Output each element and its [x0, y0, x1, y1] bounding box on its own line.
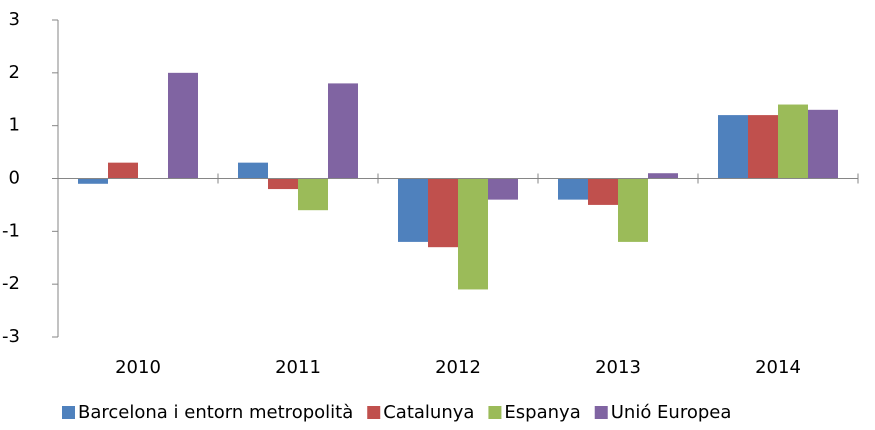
x-tick-label: 2013	[595, 357, 641, 378]
y-tick-label: 2	[9, 62, 20, 83]
x-tick-label: 2011	[275, 357, 321, 378]
bar	[648, 173, 678, 179]
legend-label: Catalunya	[383, 402, 474, 423]
bar	[618, 178, 648, 242]
legend-swatch	[62, 406, 75, 419]
bar	[748, 115, 778, 179]
bar	[558, 178, 588, 200]
bar	[298, 178, 328, 211]
bar	[588, 178, 618, 205]
x-tick-label: 2012	[435, 357, 481, 378]
legend-swatch	[488, 406, 502, 419]
bar	[78, 178, 108, 184]
legend-label: Barcelona i entorn metropolità	[78, 402, 353, 423]
legend-label: Espanya	[504, 402, 580, 423]
y-tick-label: 1	[9, 115, 20, 136]
bar	[808, 109, 838, 179]
bar	[268, 178, 298, 190]
bar	[428, 178, 458, 248]
y-tick-label: 0	[9, 168, 20, 189]
bar	[718, 115, 748, 179]
y-tick-label: -3	[2, 326, 20, 347]
bar	[328, 83, 358, 179]
bar	[168, 72, 198, 179]
y-tick-label: -2	[2, 273, 20, 294]
bar	[458, 178, 488, 290]
x-tick-label: 2014	[755, 357, 801, 378]
legend-label: Unió Europea	[611, 402, 732, 423]
bar	[108, 162, 138, 179]
x-tick-label: 2010	[115, 357, 161, 378]
legend-swatch	[367, 406, 381, 419]
bar	[488, 178, 518, 200]
legend-swatch	[594, 406, 608, 419]
bar	[238, 162, 268, 179]
y-tick-label: -1	[2, 220, 20, 241]
y-tick-label: 3	[9, 9, 20, 30]
bar	[398, 178, 428, 242]
bar	[778, 104, 808, 179]
